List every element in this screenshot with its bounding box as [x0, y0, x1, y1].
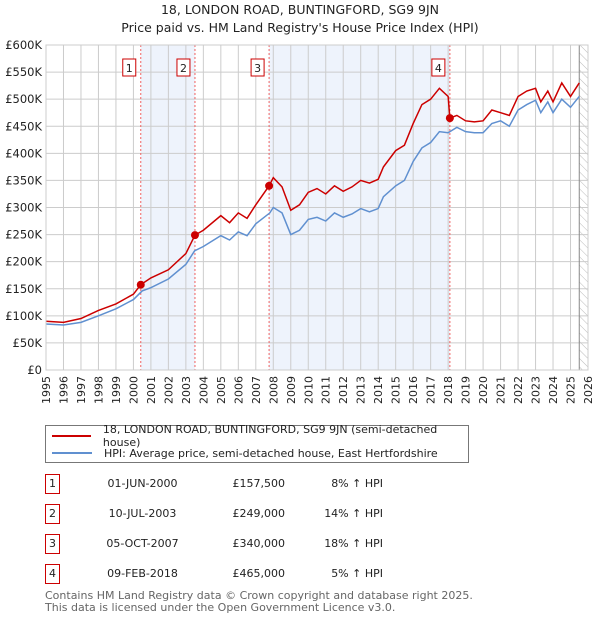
- sale-date: 05-OCT-2007: [106, 537, 179, 550]
- footer-line-1: Contains HM Land Registry data © Crown c…: [45, 589, 473, 602]
- y-tick-label: £250K: [5, 228, 42, 242]
- y-tick-label: £100K: [5, 309, 42, 323]
- x-tick-label: 2016: [407, 376, 420, 404]
- x-tick-label: 2009: [285, 376, 298, 404]
- chart-title: 18, LONDON ROAD, BUNTINGFORD, SG9 9JN: [160, 2, 440, 17]
- y-tick-label: £500K: [5, 92, 42, 106]
- sale-price: £249,000: [232, 507, 286, 520]
- sale-hpi-diff: 8% ↑ HPI: [331, 477, 383, 490]
- x-tick-label: 2023: [530, 376, 543, 404]
- x-tick-label: 2017: [425, 376, 438, 404]
- sale-row: 3 05-OCT-2007 £340,000 18% ↑ HPI: [45, 534, 445, 554]
- sale-price: £340,000: [232, 537, 286, 550]
- chart-subtitle: Price paid vs. HM Land Registry's House …: [121, 20, 479, 35]
- x-tick-label: 1998: [92, 376, 105, 404]
- x-tick-label: 2014: [372, 376, 385, 404]
- sale-number: 1: [45, 474, 60, 494]
- sale-date: 09-FEB-2018: [107, 567, 178, 580]
- sale-point-2: [190, 231, 199, 240]
- y-tick-label: £150K: [5, 282, 42, 296]
- sale-number: 3: [45, 534, 60, 554]
- sale-hpi-diff: 14% ↑ HPI: [324, 507, 383, 520]
- x-tick-label: 1995: [40, 376, 53, 404]
- x-tick-label: 2002: [162, 376, 175, 404]
- sale-label-box-4: [431, 58, 446, 77]
- x-tick-label: 2018: [442, 376, 455, 404]
- sale-hpi-diff: 18% ↑ HPI: [324, 537, 383, 550]
- x-tick-label: 1997: [75, 376, 88, 404]
- x-tick-label: 1996: [57, 376, 70, 404]
- hpi-line: [45, 95, 580, 326]
- y-tick-label: £350K: [5, 173, 42, 187]
- sale-label-box-1: [122, 58, 137, 77]
- x-tick-label: 2022: [512, 376, 525, 404]
- sale-label-box-3: [250, 58, 265, 77]
- sale-point-4: [445, 114, 454, 123]
- y-tick-label: £300K: [5, 201, 42, 215]
- x-tick-label: 2021: [495, 376, 508, 404]
- legend-swatch-hpi: [52, 452, 92, 454]
- sale-date: 10-JUL-2003: [108, 507, 177, 520]
- sale-label-3: 3: [254, 62, 261, 75]
- sale-row: 4 09-FEB-2018 £465,000 5% ↑ HPI: [45, 564, 445, 584]
- sale-row: 1 01-JUN-2000 £157,500 8% ↑ HPI: [45, 474, 445, 494]
- sale-number: 2: [45, 504, 60, 524]
- sale-price: £157,500: [232, 477, 286, 490]
- y-tick-label: £550K: [5, 65, 42, 79]
- sale-label-box-2: [176, 58, 191, 77]
- sale-number: 4: [45, 564, 60, 584]
- y-tick-label: £50K: [13, 336, 43, 350]
- legend-label-property: 18, LONDON ROAD, BUNTINGFORD, SG9 9JN (s…: [102, 423, 438, 449]
- x-tick-label: 2007: [250, 376, 263, 404]
- x-tick-label: 2006: [232, 376, 245, 404]
- y-tick-label: £400K: [5, 146, 42, 160]
- x-tick-label: 1999: [110, 376, 123, 404]
- x-tick-label: 2005: [215, 376, 228, 404]
- property-price-line: [45, 81, 580, 324]
- x-tick-label: 2015: [390, 376, 403, 404]
- y-tick-label: £600K: [5, 38, 42, 52]
- x-tick-label: 2008: [267, 376, 280, 404]
- x-tick-label: 2010: [302, 376, 315, 404]
- legend-swatch-property: [52, 435, 91, 437]
- footer-line-2: This data is licensed under the Open Gov…: [45, 601, 396, 614]
- x-tick-label: 2012: [337, 376, 350, 404]
- sale-row: 2 10-JUL-2003 £249,000 14% ↑ HPI: [45, 504, 445, 524]
- x-tick-label: 2020: [477, 376, 490, 404]
- sale-price: £465,000: [232, 567, 286, 580]
- plot-area: 1995 1996 1997 1998 1999 2000 2001 2002 2003 2004…: [5, 38, 595, 404]
- sale-label-4: 4: [435, 62, 442, 75]
- x-tick-label: 2004: [197, 376, 210, 404]
- sale-label-1: 1: [126, 62, 133, 75]
- x-tick-label: 2001: [145, 376, 158, 404]
- x-tick-label: 2024: [547, 376, 560, 404]
- x-tick-label: 2025: [565, 376, 578, 404]
- x-tick-label: 2026: [582, 376, 595, 404]
- plot-border: [45, 44, 589, 371]
- x-tick-label: 2000: [127, 376, 140, 404]
- sale-date: 01-JUN-2000: [107, 477, 178, 490]
- legend: 18, LONDON ROAD, BUNTINGFORD, SG9 9JN (s…: [45, 423, 469, 463]
- x-tick-label: 2011: [320, 376, 333, 404]
- sale-point-3: [265, 181, 274, 190]
- legend-label-hpi: HPI: Average price, semi-detached house,…: [104, 446, 438, 460]
- x-tick-label: 2003: [180, 376, 193, 404]
- y-tick-label: £450K: [5, 119, 42, 133]
- sale-point-1: [136, 280, 145, 289]
- sale-label-2: 2: [180, 62, 187, 75]
- y-tick-label: £0: [27, 363, 42, 377]
- y-tick-label: £200K: [5, 255, 42, 269]
- sale-hpi-diff: 5% ↑ HPI: [331, 567, 383, 580]
- x-tick-label: 2019: [460, 376, 473, 404]
- x-tick-label: 2013: [355, 376, 368, 404]
